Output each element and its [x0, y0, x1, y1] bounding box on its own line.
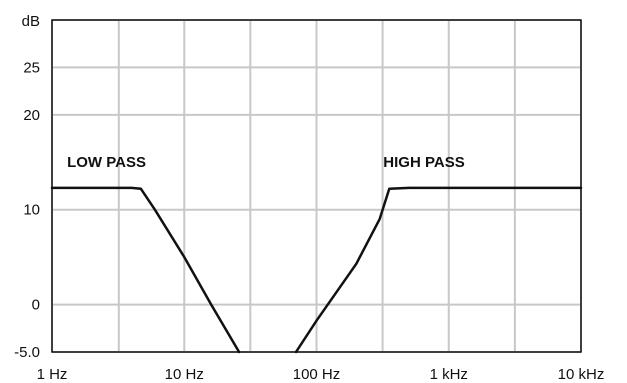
y-tick-label: 25 — [23, 59, 40, 76]
y-tick-label: -5.0 — [14, 344, 40, 361]
y-tick-labels: -5.0 0 10 20 25 — [14, 59, 40, 361]
series-line-low-pass — [50, 186, 241, 354]
annotations: LOW PASS HIGH PASS — [67, 154, 465, 171]
x-tick-label: 10 kHz — [558, 366, 605, 383]
series-lines — [50, 186, 583, 354]
annotation-label: LOW PASS — [67, 154, 146, 171]
x-tick-label: 1 Hz — [37, 366, 68, 383]
y-axis-label: dB — [22, 13, 40, 30]
y-tick-label: 0 — [32, 297, 40, 314]
plot-frame — [51, 19, 582, 353]
x-tick-label: 10 Hz — [165, 366, 204, 383]
annotation-label: HIGH PASS — [383, 154, 464, 171]
y-tick-label: 20 — [23, 107, 40, 124]
x-tick-label: 1 kHz — [430, 366, 468, 383]
x-tick-label: 100 Hz — [293, 366, 341, 383]
series-line-high-pass — [294, 186, 583, 354]
grid — [51, 19, 582, 353]
y-tick-label: 10 — [23, 202, 40, 219]
x-tick-labels: 1 Hz 10 Hz 100 Hz 1 kHz 10 kHz — [37, 366, 605, 383]
